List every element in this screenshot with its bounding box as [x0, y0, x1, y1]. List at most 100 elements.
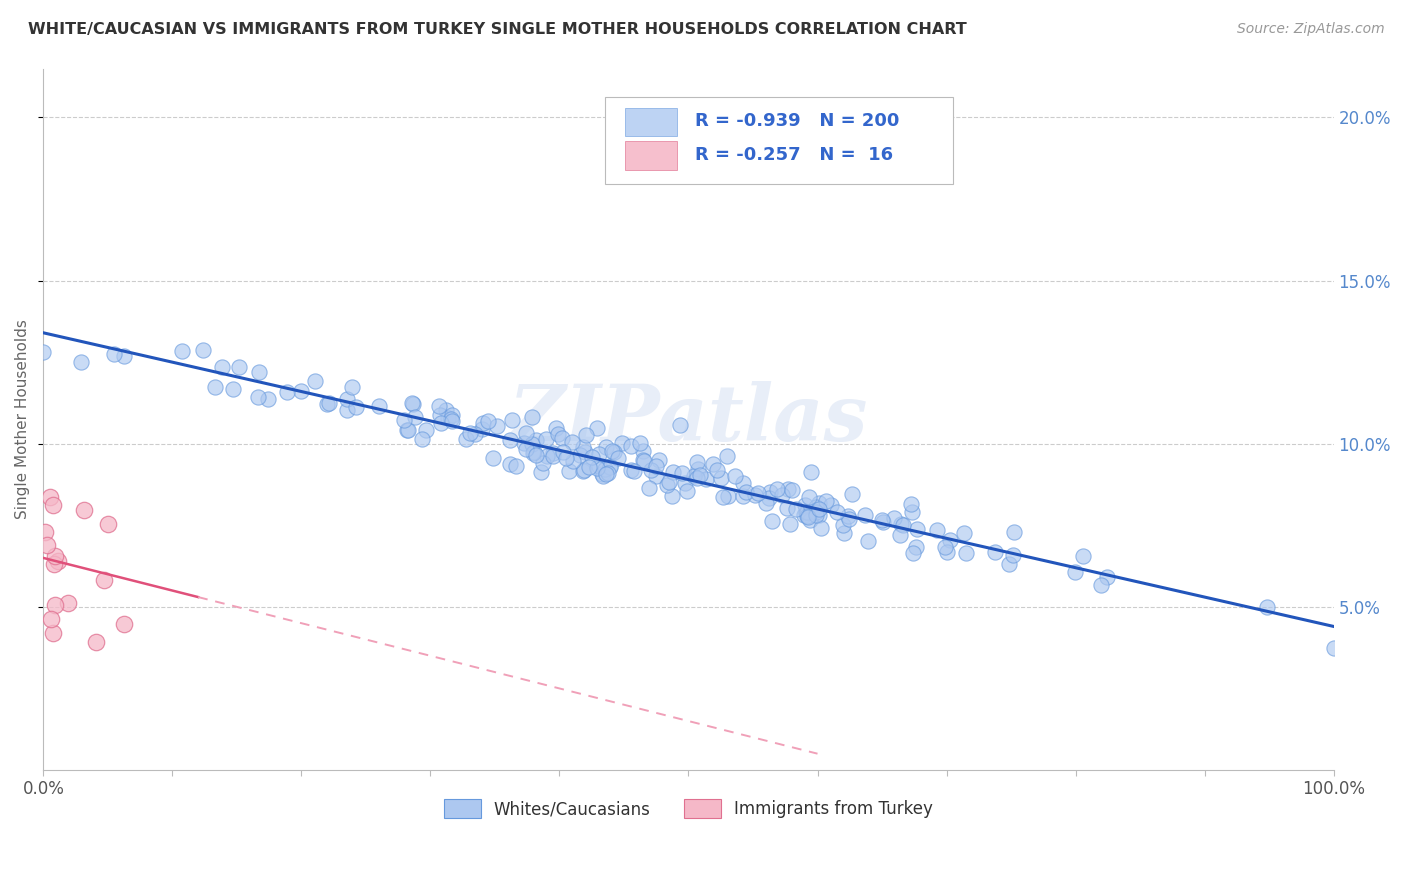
Point [766, 483, 789, 497]
Point [889, 528, 911, 542]
Point [808, 502, 831, 516]
Point [464, 426, 486, 441]
Point [673, 475, 696, 490]
Point [695, 472, 717, 486]
Point [637, 481, 659, 495]
Point [890, 517, 912, 532]
Point [735, 485, 758, 500]
Point [1095, 570, 1118, 584]
Point [588, 458, 610, 473]
Point [901, 505, 924, 519]
Point [955, 546, 977, 560]
Point [315, 397, 337, 411]
Point [97, 516, 120, 531]
Point [524, 448, 547, 462]
Point [402, 397, 425, 411]
Point [832, 517, 855, 532]
Point [228, 359, 250, 374]
Point [631, 453, 654, 467]
Point [808, 508, 831, 523]
Point [112, 617, 135, 632]
Point [561, 454, 583, 468]
Point [761, 514, 783, 528]
Point [793, 498, 815, 512]
Point [1002, 525, 1025, 540]
Point [936, 544, 959, 558]
Point [904, 540, 927, 554]
Point [796, 508, 818, 523]
Point [688, 461, 710, 475]
Point [437, 411, 460, 425]
Point [404, 410, 426, 425]
Point [505, 458, 527, 473]
Point [758, 485, 780, 500]
Point [872, 515, 894, 529]
Point [814, 494, 837, 508]
Point [952, 526, 974, 541]
Point [755, 495, 778, 509]
Point [395, 423, 418, 437]
Point [547, 426, 569, 441]
Point [553, 445, 575, 459]
Point [586, 460, 609, 475]
Point [482, 450, 505, 465]
Point [211, 359, 233, 374]
Point [304, 374, 326, 388]
Point [800, 465, 823, 479]
Point [434, 402, 457, 417]
Point [927, 524, 949, 538]
Point [619, 439, 641, 453]
Point [477, 414, 499, 428]
Point [86, 635, 108, 649]
Point [536, 449, 558, 463]
Point [702, 458, 724, 472]
Point [340, 380, 363, 394]
Point [600, 443, 623, 458]
Point [610, 436, 633, 450]
Point [710, 471, 733, 485]
FancyBboxPatch shape [626, 142, 676, 169]
Point [776, 501, 799, 516]
Point [1001, 548, 1024, 562]
Point [368, 400, 391, 414]
Point [46, 554, 69, 568]
Point [1073, 549, 1095, 563]
Point [193, 343, 215, 358]
Text: R = -0.939   N = 200: R = -0.939 N = 200 [695, 112, 900, 130]
Y-axis label: Single Mother Households: Single Mother Households [15, 319, 30, 519]
Point [620, 463, 643, 477]
Point [561, 434, 583, 449]
Point [820, 498, 842, 512]
Point [592, 468, 614, 483]
Point [984, 545, 1007, 559]
Point [471, 421, 494, 435]
Point [513, 435, 536, 450]
Point [454, 432, 477, 446]
Point [44, 549, 66, 563]
Point [1323, 640, 1346, 655]
Point [472, 416, 495, 430]
Point [623, 464, 645, 478]
Point [1090, 578, 1112, 592]
Point [796, 504, 818, 518]
Point [41, 626, 63, 640]
Point [724, 469, 747, 483]
Point [793, 508, 815, 522]
Point [731, 489, 754, 503]
Point [103, 347, 125, 361]
Point [32, 345, 55, 359]
Point [204, 380, 226, 394]
Point [520, 409, 543, 424]
Point [662, 465, 685, 479]
Point [558, 464, 581, 478]
Point [336, 403, 359, 417]
Point [870, 513, 893, 527]
Point [891, 517, 914, 532]
Point [647, 452, 669, 467]
Text: WHITE/CAUCASIAN VS IMMIGRANTS FROM TURKEY SINGLE MOTHER HOUSEHOLDS CORRELATION C: WHITE/CAUCASIAN VS IMMIGRANTS FROM TURKE… [28, 22, 967, 37]
Point [676, 483, 699, 498]
Point [534, 432, 557, 446]
Point [799, 513, 821, 527]
Text: R = -0.257   N =  16: R = -0.257 N = 16 [695, 145, 893, 164]
Point [439, 412, 461, 426]
